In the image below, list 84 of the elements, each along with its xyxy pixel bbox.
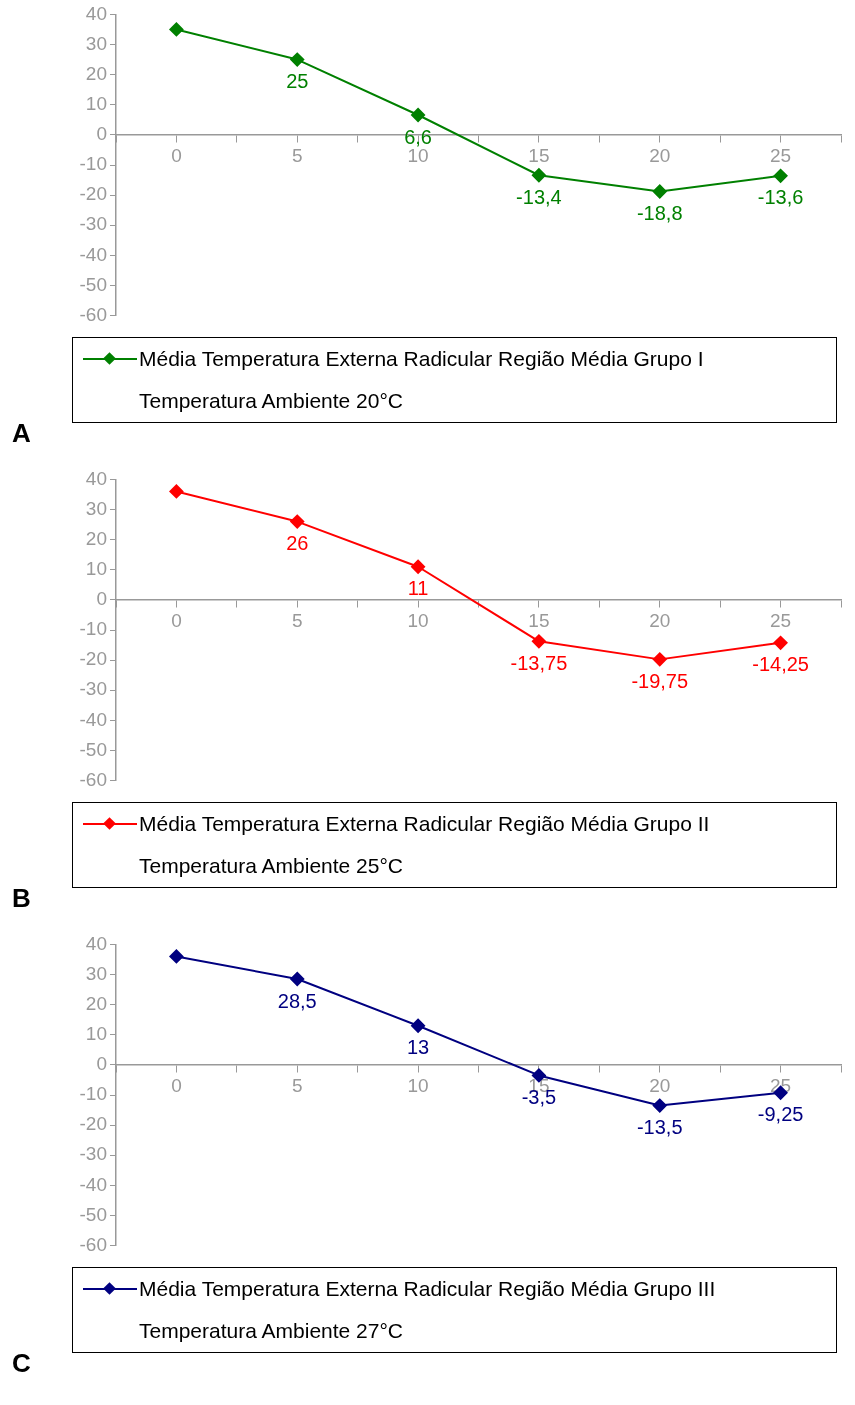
data-label: -13,75 [510, 651, 568, 674]
point [411, 559, 426, 574]
y-tick-label: -60 [79, 303, 107, 325]
y-tick-label: 40 [85, 932, 107, 954]
y-tick-label: -60 [79, 1233, 107, 1255]
y-tick-label: 0 [96, 1053, 107, 1075]
x-tick-label: 5 [291, 609, 303, 631]
y-tick-label: 0 [96, 123, 107, 145]
y-tick-label: -50 [79, 738, 107, 760]
point [169, 949, 184, 964]
point [411, 108, 426, 122]
point [652, 652, 667, 667]
x-tick-label: 10 [407, 1074, 429, 1096]
text: A [12, 418, 31, 449]
y-tick-label: -20 [79, 1113, 107, 1135]
x-tick-label: 15 [528, 144, 550, 166]
data-label: -13,6 [757, 186, 804, 209]
y-tick-label: 10 [85, 1022, 107, 1044]
data-label: 25 [286, 70, 309, 93]
y-tick-label: 30 [85, 497, 107, 519]
point [169, 22, 184, 37]
y-tick-label: -30 [79, 1143, 107, 1165]
x-tick-label: 20 [649, 144, 671, 166]
y-tick-label: 20 [85, 62, 107, 84]
x-tick-label: 0 [171, 609, 182, 631]
data-label: -13,5 [636, 1116, 683, 1139]
x-tick-label: 0 [171, 144, 182, 166]
data-label: -14,25 [752, 653, 809, 676]
x-tick-label: 10 [407, 609, 429, 631]
point [290, 972, 305, 987]
x-tick-label: 20 [649, 609, 671, 631]
text: C [12, 1348, 31, 1379]
y-tick-label: -50 [79, 273, 107, 295]
point [169, 484, 184, 499]
x-tick-label: 5 [291, 144, 303, 166]
data-label: -9,25 [757, 1103, 804, 1126]
y-tick-label: -20 [79, 183, 107, 205]
x-tick-label: 0 [171, 1074, 182, 1096]
data-label: 28,5 [277, 989, 317, 1012]
x-tick-label: 25 [770, 609, 792, 631]
y-tick-label: 20 [85, 992, 107, 1014]
point [531, 634, 546, 649]
point [411, 1018, 426, 1033]
data-label: -18,8 [636, 202, 683, 225]
point [290, 52, 305, 67]
y-tick-label: 10 [85, 557, 107, 579]
y-tick-label: -40 [79, 243, 107, 265]
y-tick-label: 30 [85, 32, 107, 54]
point [652, 1098, 667, 1113]
y-tick-label: 10 [85, 92, 107, 114]
data-label: -13,4 [516, 185, 562, 208]
x-tick-label: 20 [649, 1074, 671, 1096]
x-tick-label: 5 [291, 1074, 303, 1096]
data-label: -19,75 [631, 669, 689, 692]
x-tick-label: 15 [528, 609, 550, 631]
legend-label: Média Temperatura Externa Radicular Região Média Grupo II Temperatura Ambiente 25°C [139, 811, 710, 879]
legend-label: Média Temperatura Externa Radicular Região Média Grupo III Temperatura Ambiente 27°C [139, 1276, 716, 1344]
y-tick-label: -30 [79, 678, 107, 700]
y-tick-label: 20 [85, 527, 107, 549]
y-tick-label: -10 [79, 1083, 107, 1105]
y-tick-label: 40 [85, 2, 107, 24]
text: B [12, 883, 31, 914]
point [652, 184, 667, 199]
y-tick-label: 0 [96, 588, 107, 610]
y-tick-label: -10 [79, 153, 107, 175]
data-label: 6,6 [404, 125, 432, 148]
point [290, 514, 305, 529]
y-tick-label: -10 [79, 618, 107, 640]
data-label: 11 [407, 577, 429, 600]
y-tick-label: -50 [79, 1203, 107, 1225]
y-tick-label: 30 [85, 962, 107, 984]
point [773, 168, 788, 183]
x-tick-label: 25 [770, 144, 792, 166]
legend-label: Média Temperatura Externa Radicular Região Média Grupo I Temperatura Ambiente 20°C [139, 346, 704, 414]
y-tick-label: -40 [79, 708, 107, 730]
point [773, 635, 788, 650]
data-label: 13 [406, 1036, 430, 1059]
data-label: 26 [286, 532, 309, 555]
point [531, 168, 546, 183]
y-tick-label: -20 [79, 648, 107, 670]
y-tick-label: -40 [79, 1173, 107, 1195]
y-tick-label: -30 [79, 213, 107, 235]
y-tick-label: -60 [79, 768, 107, 790]
y-tick-label: 40 [85, 467, 107, 489]
